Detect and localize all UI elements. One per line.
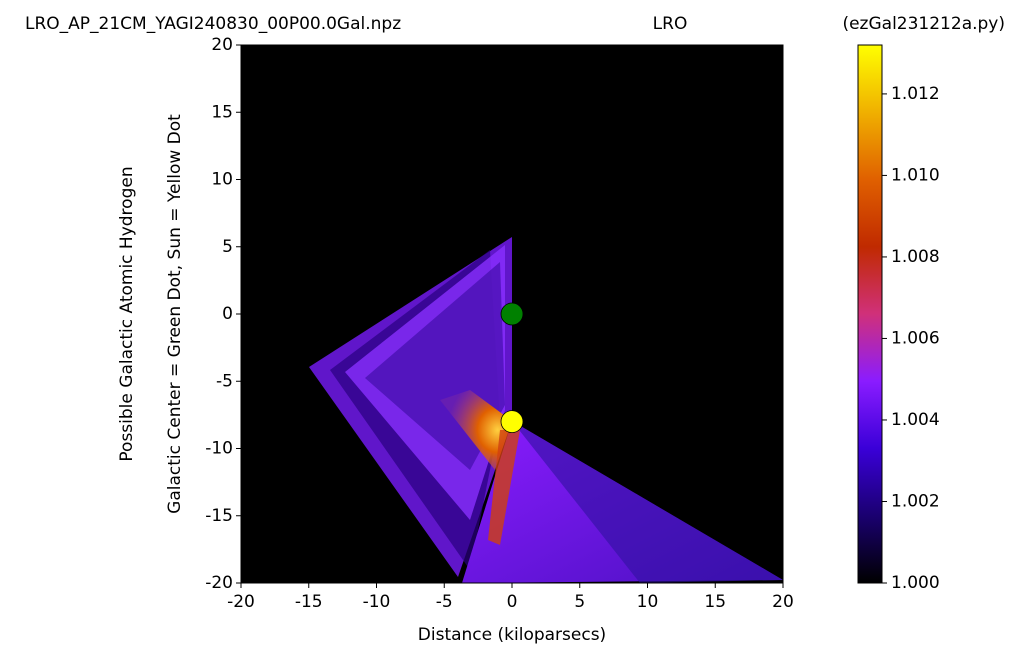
x-tick-label: 5 xyxy=(574,592,585,612)
y-tick-label: -5 xyxy=(216,371,233,391)
colorbar-tick-label: 1.012 xyxy=(891,84,940,104)
heatmap-image xyxy=(309,237,783,583)
x-tick-label: 0 xyxy=(507,592,518,612)
x-tick-label: -5 xyxy=(436,592,453,612)
y-tick-label: 15 xyxy=(211,102,233,122)
y-axis-label: Galactic Center = Green Dot, Sun = Yello… xyxy=(165,114,185,514)
title-center: LRO xyxy=(653,14,688,34)
x-axis-label: Distance (kiloparsecs) xyxy=(418,625,606,645)
y-tick-label: -20 xyxy=(205,573,233,593)
colorbar-tick-label: 1.004 xyxy=(891,410,940,430)
y-axis-label: Possible Galactic Atomic Hydrogen xyxy=(117,166,137,461)
x-tick-label: -10 xyxy=(363,592,391,612)
colorbar-tick-label: 1.010 xyxy=(891,165,940,185)
y-tick-label: 10 xyxy=(211,170,233,190)
colorbar xyxy=(857,44,883,584)
x-tick-label: 20 xyxy=(772,592,794,612)
y-tick-label: -10 xyxy=(205,439,233,459)
title-left: LRO_AP_21CM_YAGI240830_00P00.0Gal.npz xyxy=(25,14,401,34)
marker-dot xyxy=(500,410,524,434)
x-tick-label: -15 xyxy=(295,592,323,612)
title-right: (ezGal231212a.py) xyxy=(842,14,1005,34)
y-tick-label: -15 xyxy=(205,506,233,526)
marker-dot xyxy=(500,302,524,326)
colorbar-tick-label: 1.000 xyxy=(891,573,940,593)
colorbar-tick-label: 1.008 xyxy=(891,247,940,267)
y-tick-label: 5 xyxy=(222,237,233,257)
x-tick-label: -20 xyxy=(227,592,255,612)
x-tick-label: 15 xyxy=(704,592,726,612)
y-tick-label: 20 xyxy=(211,35,233,55)
colorbar-tick-label: 1.006 xyxy=(891,328,940,348)
x-tick-label: 10 xyxy=(637,592,659,612)
colorbar-tick-label: 1.002 xyxy=(891,491,940,511)
y-tick-label: 0 xyxy=(222,304,233,324)
